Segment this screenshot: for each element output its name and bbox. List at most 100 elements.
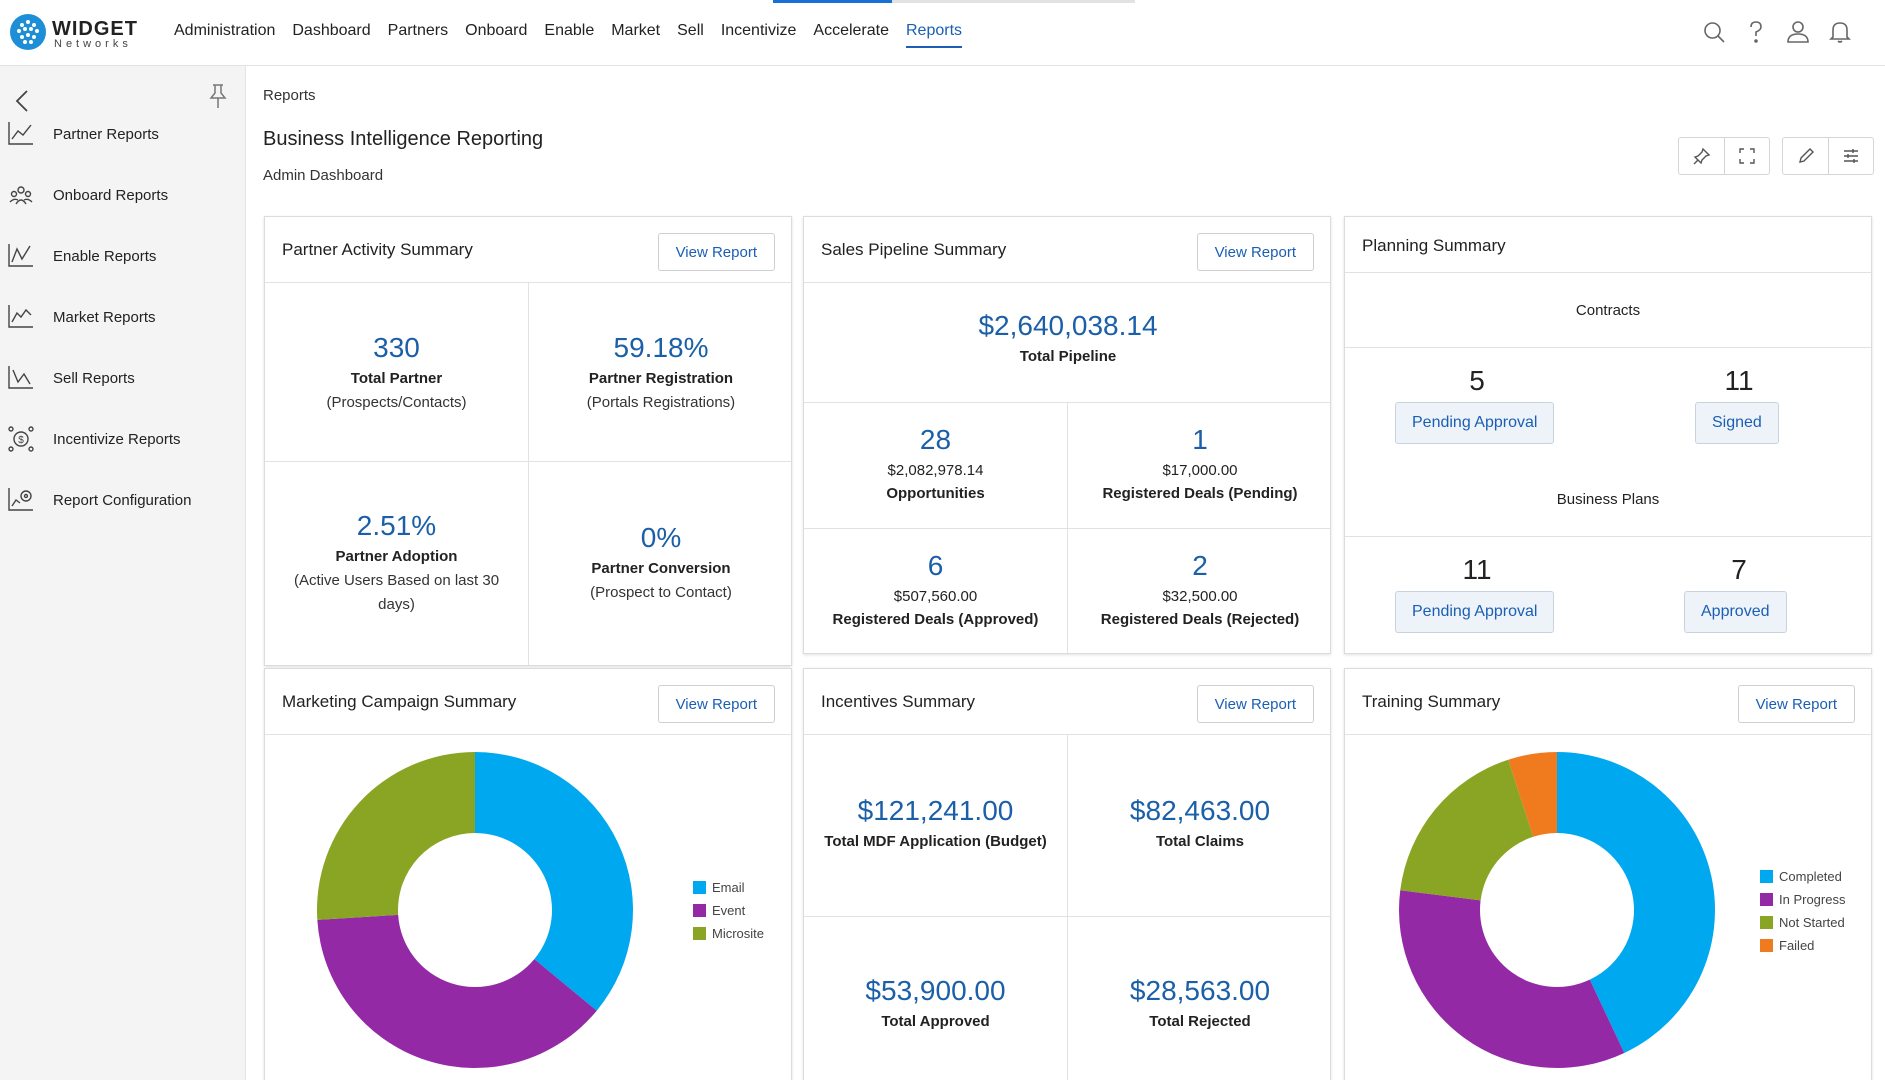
legend-label: In Progress <box>1779 892 1846 907</box>
card-title: Partner Activity Summary <box>282 240 473 259</box>
legend-item-completed[interactable]: Completed <box>1760 865 1845 888</box>
view-report-button[interactable]: View Report <box>1196 685 1314 723</box>
metric-value: $53,900.00 <box>865 975 1006 1006</box>
metric-label: Opportunities <box>886 485 985 502</box>
sidebar-item-incentivize-reports[interactable]: $ Incentivize Reports <box>0 419 246 459</box>
metric-value: $121,241.00 <box>857 795 1014 826</box>
sidebar-item-label: Market Reports <box>53 308 156 326</box>
nav-item-enable[interactable]: Enable <box>544 22 595 39</box>
contracts-signed-button[interactable]: Signed <box>1695 402 1779 444</box>
view-report-button[interactable]: View Report <box>657 685 775 723</box>
nav-item-dashboard[interactable]: Dashboard <box>292 22 371 39</box>
plans-approved-count: 7 <box>1731 554 1747 585</box>
slice-failed[interactable] <box>1508 752 1557 837</box>
legend-item-not-started[interactable]: Not Started <box>1760 911 1845 934</box>
metric-value: $28,563.00 <box>1129 975 1271 1006</box>
legend-swatch <box>1760 870 1773 883</box>
top-icons <box>1701 18 1853 46</box>
sidebar-item-report-configuration[interactable]: Report Configuration <box>0 480 246 520</box>
sidebar-item-label: Onboard Reports <box>53 186 169 204</box>
sidebar-item-label: Sell Reports <box>53 369 135 387</box>
slice-not-started[interactable] <box>1400 759 1534 901</box>
plans-approved-button[interactable]: Approved <box>1684 591 1787 633</box>
legend-label: Not Started <box>1779 915 1845 930</box>
user-icon[interactable] <box>1785 18 1811 46</box>
search-icon[interactable] <box>1701 18 1727 46</box>
metric-label: Partner Adoption <box>335 548 458 565</box>
view-report-button[interactable]: View Report <box>657 233 775 271</box>
sidebar-item-partner-reports[interactable]: Partner Reports <box>0 114 246 154</box>
metric-label: Registered Deals (Pending) <box>1102 485 1298 502</box>
nav-item-market[interactable]: Market <box>611 22 661 39</box>
metric-sub: (Active Users Based on last 30 days) <box>293 572 500 613</box>
metric-label: Total Partner <box>350 370 443 387</box>
nav-item-accelerate[interactable]: Accelerate <box>813 22 889 39</box>
view-tools <box>1678 137 1770 175</box>
marketing-chart-legend: Email Event Microsite <box>693 876 764 945</box>
slice-microsite[interactable] <box>317 752 475 920</box>
chart-enable-icon <box>6 241 36 271</box>
contracts-pending-button[interactable]: Pending Approval <box>1395 402 1555 444</box>
legend-item-failed[interactable]: Failed <box>1760 934 1845 957</box>
sidebar-item-market-reports[interactable]: Market Reports <box>0 297 246 337</box>
legend-item-microsite[interactable]: Microsite <box>693 922 764 945</box>
contracts-pending-count: 5 <box>1469 365 1485 396</box>
legend-label: Email <box>712 880 745 895</box>
plans-pending-button[interactable]: Pending Approval <box>1395 591 1555 633</box>
legend-item-in-progress[interactable]: In Progress <box>1760 888 1845 911</box>
sidebar-item-label: Report Configuration <box>53 491 192 509</box>
slice-email[interactable] <box>475 752 633 1011</box>
settings-sliders-button[interactable] <box>1828 138 1873 174</box>
nav-item-reports[interactable]: Reports <box>906 22 963 48</box>
page-title: Business Intelligence Reporting <box>263 128 544 150</box>
sidebar: Partner Reports Onboard Reports Enable Rep… <box>0 66 246 1080</box>
partner-adoption-metric: 2.51% Partner Adoption (Active Users Bas… <box>281 510 512 617</box>
sidebar-item-enable-reports[interactable]: Enable Reports <box>0 236 246 276</box>
sidebar-item-label: Incentivize Reports <box>53 430 181 448</box>
nav-item-onboard[interactable]: Onboard <box>465 22 528 39</box>
breadcrumb[interactable]: Reports <box>263 87 316 104</box>
metric-amount: $32,500.00 <box>1162 588 1238 605</box>
legend-label: Failed <box>1779 938 1815 953</box>
legend-item-event[interactable]: Event <box>693 899 764 922</box>
metric-label: Total Approved <box>881 1013 990 1030</box>
sidebar-item-sell-reports[interactable]: Sell Reports <box>0 358 246 398</box>
slice-event[interactable] <box>317 914 597 1068</box>
view-report-button[interactable]: View Report <box>1737 685 1855 723</box>
fullscreen-button[interactable] <box>1724 138 1769 174</box>
metric-label: Total MDF Application (Budget) <box>824 833 1047 850</box>
sidebar-item-label: Enable Reports <box>53 247 157 265</box>
sales-pipeline-card: Sales Pipeline Summary View Report $2,64… <box>803 216 1331 654</box>
metric-label: Registered Deals (Approved) <box>832 611 1039 628</box>
nav-item-partners[interactable]: Partners <box>387 22 449 39</box>
edit-button[interactable] <box>1783 138 1828 174</box>
view-report-button[interactable]: View Report <box>1196 233 1314 271</box>
legend-item-email[interactable]: Email <box>693 876 764 899</box>
legend-label: Microsite <box>712 926 765 941</box>
sidebar-item-onboard-reports[interactable]: Onboard Reports <box>0 175 246 215</box>
sidebar-item-label: Partner Reports <box>53 125 159 143</box>
pin-dashboard-button[interactable] <box>1679 138 1724 174</box>
total-approved-metric: $53,900.00 Total Approved <box>804 975 1067 1030</box>
partner-activity-card: Partner Activity Summary View Report 330… <box>264 216 792 666</box>
top-navbar: WIDGET Networks Administration Dashboard P… <box>0 0 1885 66</box>
total-pipeline-metric: $2,640,038.14 Total Pipeline <box>804 310 1330 365</box>
collapse-back-icon[interactable] <box>10 86 34 116</box>
total-claims-metric: $82,463.00 Total Claims <box>1068 795 1330 850</box>
metric-label: Total Rejected <box>1149 1013 1251 1030</box>
nav-item-administration[interactable]: Administration <box>174 22 276 39</box>
deals-rejected-metric: 2 $32,500.00 Registered Deals (Rejected) <box>1068 550 1330 628</box>
brand-logo-icon[interactable] <box>10 14 46 50</box>
pin-sidebar-icon[interactable] <box>206 82 230 110</box>
bell-icon[interactable] <box>1827 18 1853 46</box>
slice-completed[interactable] <box>1557 752 1715 1053</box>
metric-label: Total Claims <box>1155 833 1245 850</box>
main-nav: Administration Dashboard Partners Onboard En… <box>174 22 979 48</box>
metric-value: 59.18% <box>613 332 709 363</box>
help-icon[interactable] <box>1743 18 1769 46</box>
slice-in-progress[interactable] <box>1399 890 1625 1068</box>
chart-sell-icon <box>6 363 36 393</box>
metric-sub: (Prospect to Contact) <box>590 584 732 601</box>
nav-item-sell[interactable]: Sell <box>677 22 704 39</box>
nav-item-incentivize[interactable]: Incentivize <box>720 22 797 39</box>
